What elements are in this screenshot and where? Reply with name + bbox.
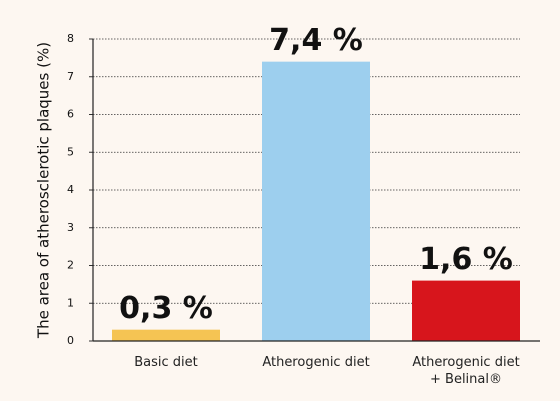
value-label: 1,6 % [419, 242, 513, 277]
bar [262, 61, 370, 342]
y-axis-label: The area of atherosclerotic plaques (%) [35, 42, 53, 339]
y-tick-label: 8 [67, 32, 74, 45]
bar [412, 280, 520, 341]
y-tick-label: 0 [67, 334, 74, 347]
x-tick-label: Atherogenic diet [262, 355, 370, 370]
value-label: 7,4 % [269, 23, 363, 58]
value-label: 0,3 % [119, 291, 213, 326]
bar [112, 329, 220, 341]
y-tick-label: 2 [67, 259, 74, 272]
y-tick-label: 3 [67, 221, 74, 234]
y-tick-label: 1 [67, 296, 74, 309]
y-tick-label: 7 [67, 70, 74, 83]
y-tick-label: 4 [67, 183, 74, 196]
x-tick-label: Basic diet [134, 355, 198, 370]
y-tick-label: 5 [67, 145, 74, 158]
y-tick-label: 6 [67, 108, 74, 121]
x-tick-label: Atherogenic diet + Belinal® [412, 355, 520, 387]
